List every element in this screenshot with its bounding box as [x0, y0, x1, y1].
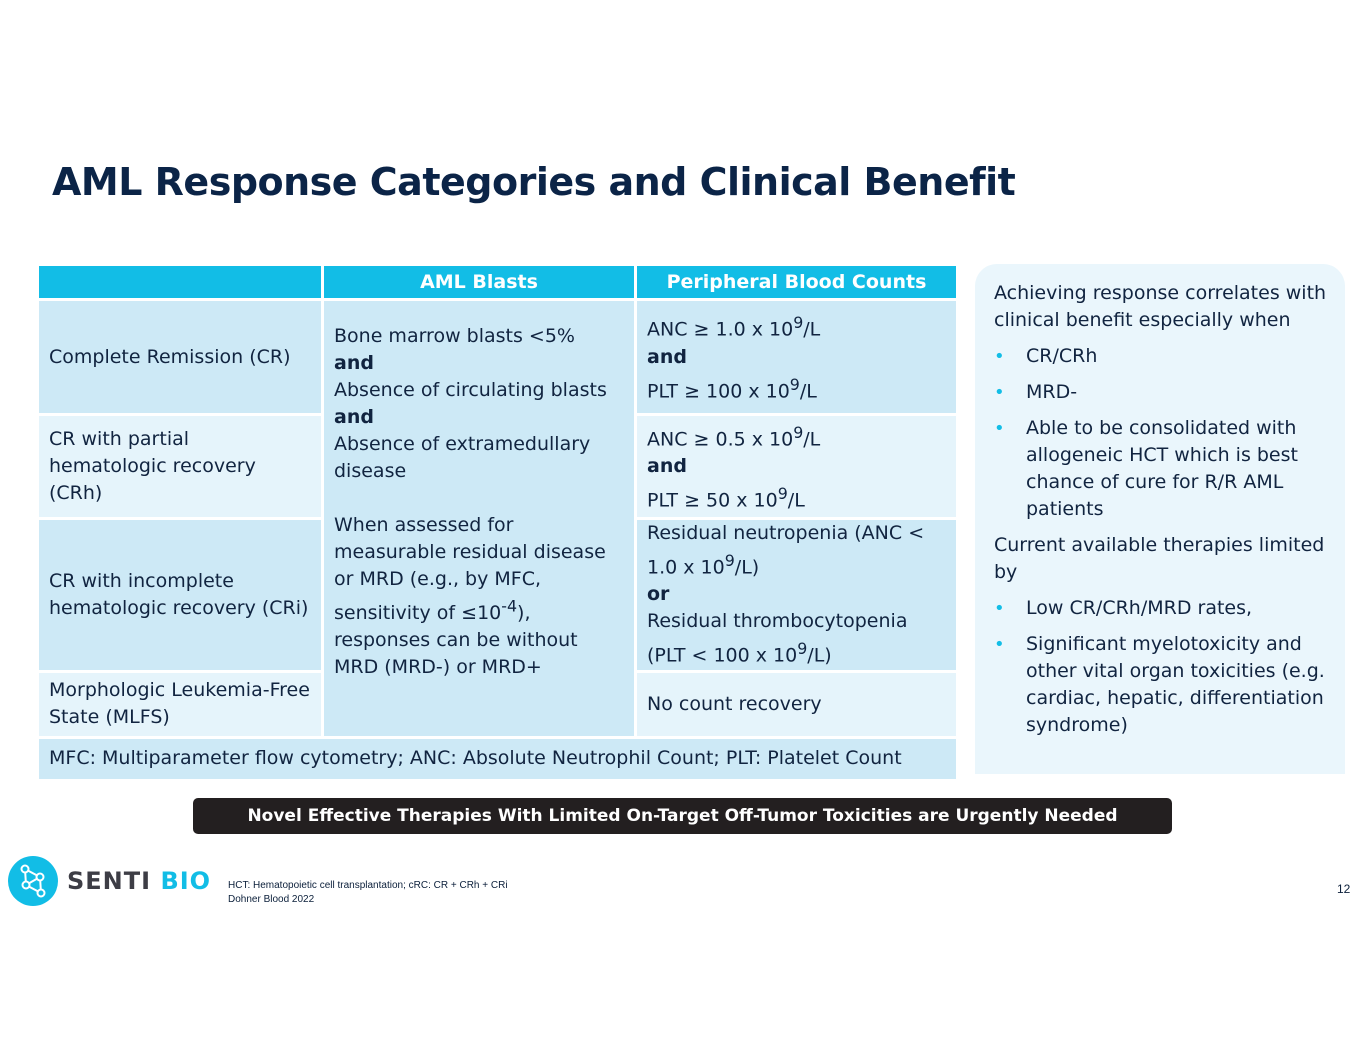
footnotes: HCT: Hematopoietic cell transplantation;… — [228, 879, 508, 907]
table-footer-row: MFC: Multiparameter flow cytometry; ANC:… — [36, 735, 959, 782]
limitations-list: Low CR/CRh/MRD rates, Significant myelot… — [994, 595, 1331, 739]
table-row: CR with incomplete hematologic recovery … — [36, 517, 959, 673]
table-row: Morphologic Leukemia-Free State (MLFS) N… — [36, 669, 959, 739]
list-item: Able to be consolidated with allogeneic … — [994, 415, 1331, 523]
category-cell: Morphologic Leukemia-Free State (MLFS) — [36, 669, 324, 739]
list-item: MRD- — [994, 379, 1331, 406]
blasts-line: Bone marrow blasts <5% — [334, 325, 575, 347]
aml-blasts-cell: Bone marrow blasts <5% and Absence of ci… — [321, 298, 637, 739]
category-cell: CR with incomplete hematologic recovery … — [36, 517, 324, 673]
benefit-list: CR/CRh MRD- Able to be consolidated with… — [994, 343, 1331, 523]
list-item: Significant myelotoxicity and other vita… — [994, 631, 1331, 739]
table-header-row: AML Blasts Peripheral Blood Counts — [36, 263, 959, 301]
abbreviations-footer: MFC: Multiparameter flow cytometry; ANC:… — [36, 735, 959, 782]
connector-and: and — [334, 406, 374, 428]
counts-cell: ANC ≥ 0.5 x 109/L and PLT ≥ 50 x 109/L — [634, 413, 959, 520]
logo-wordmark: SENTI BIO — [67, 867, 212, 895]
header-aml-blasts: AML Blasts — [321, 263, 637, 301]
mrd-text: When assessed for measurable residual di… — [334, 514, 606, 679]
senti-molecule-icon — [8, 856, 58, 906]
blasts-line: Absence of extramedullary disease — [334, 433, 591, 482]
list-item: Low CR/CRh/MRD rates, — [994, 595, 1331, 622]
list-item: CR/CRh — [994, 343, 1331, 370]
connector-or: or — [647, 583, 670, 606]
connector-and: and — [647, 345, 687, 368]
footnote-line: HCT: Hematopoietic cell transplantation;… — [228, 880, 508, 891]
connector-and: and — [334, 352, 374, 374]
category-cell: CR with partial hematologic recovery (CR… — [36, 413, 324, 520]
page-number: 12 — [1337, 882, 1351, 896]
connector-and: and — [647, 455, 687, 477]
header-blood-counts: Peripheral Blood Counts — [634, 263, 959, 301]
header-category — [36, 263, 324, 301]
senti-bio-logo: SENTI BIO — [8, 856, 211, 906]
table-row: CR with partial hematologic recovery (CR… — [36, 413, 959, 520]
footnote-line: Dohner Blood 2022 — [228, 894, 315, 905]
panel-heading-limitations: Current available therapies limited by — [994, 534, 1325, 583]
panel-intro: Achieving response correlates with clini… — [994, 282, 1327, 331]
category-cell: Complete Remission (CR) — [36, 298, 324, 416]
slide-title: AML Response Categories and Clinical Ben… — [52, 160, 1016, 204]
clinical-benefit-panel: Achieving response correlates with clini… — [975, 264, 1345, 774]
counts-cell: Residual neutropenia (ANC < 1.0 x 109/L)… — [634, 517, 959, 673]
key-message-banner: Novel Effective Therapies With Limited O… — [193, 798, 1172, 834]
counts-cell: No count recovery — [634, 669, 959, 739]
response-table: AML Blasts Peripheral Blood Counts Compl… — [36, 263, 959, 782]
counts-cell: ANC ≥ 1.0 x 109/L and PLT ≥ 100 x 109/L — [634, 298, 959, 416]
table-row: Complete Remission (CR) Bone marrow blas… — [36, 298, 959, 739]
blasts-line: Absence of circulating blasts — [334, 379, 607, 401]
